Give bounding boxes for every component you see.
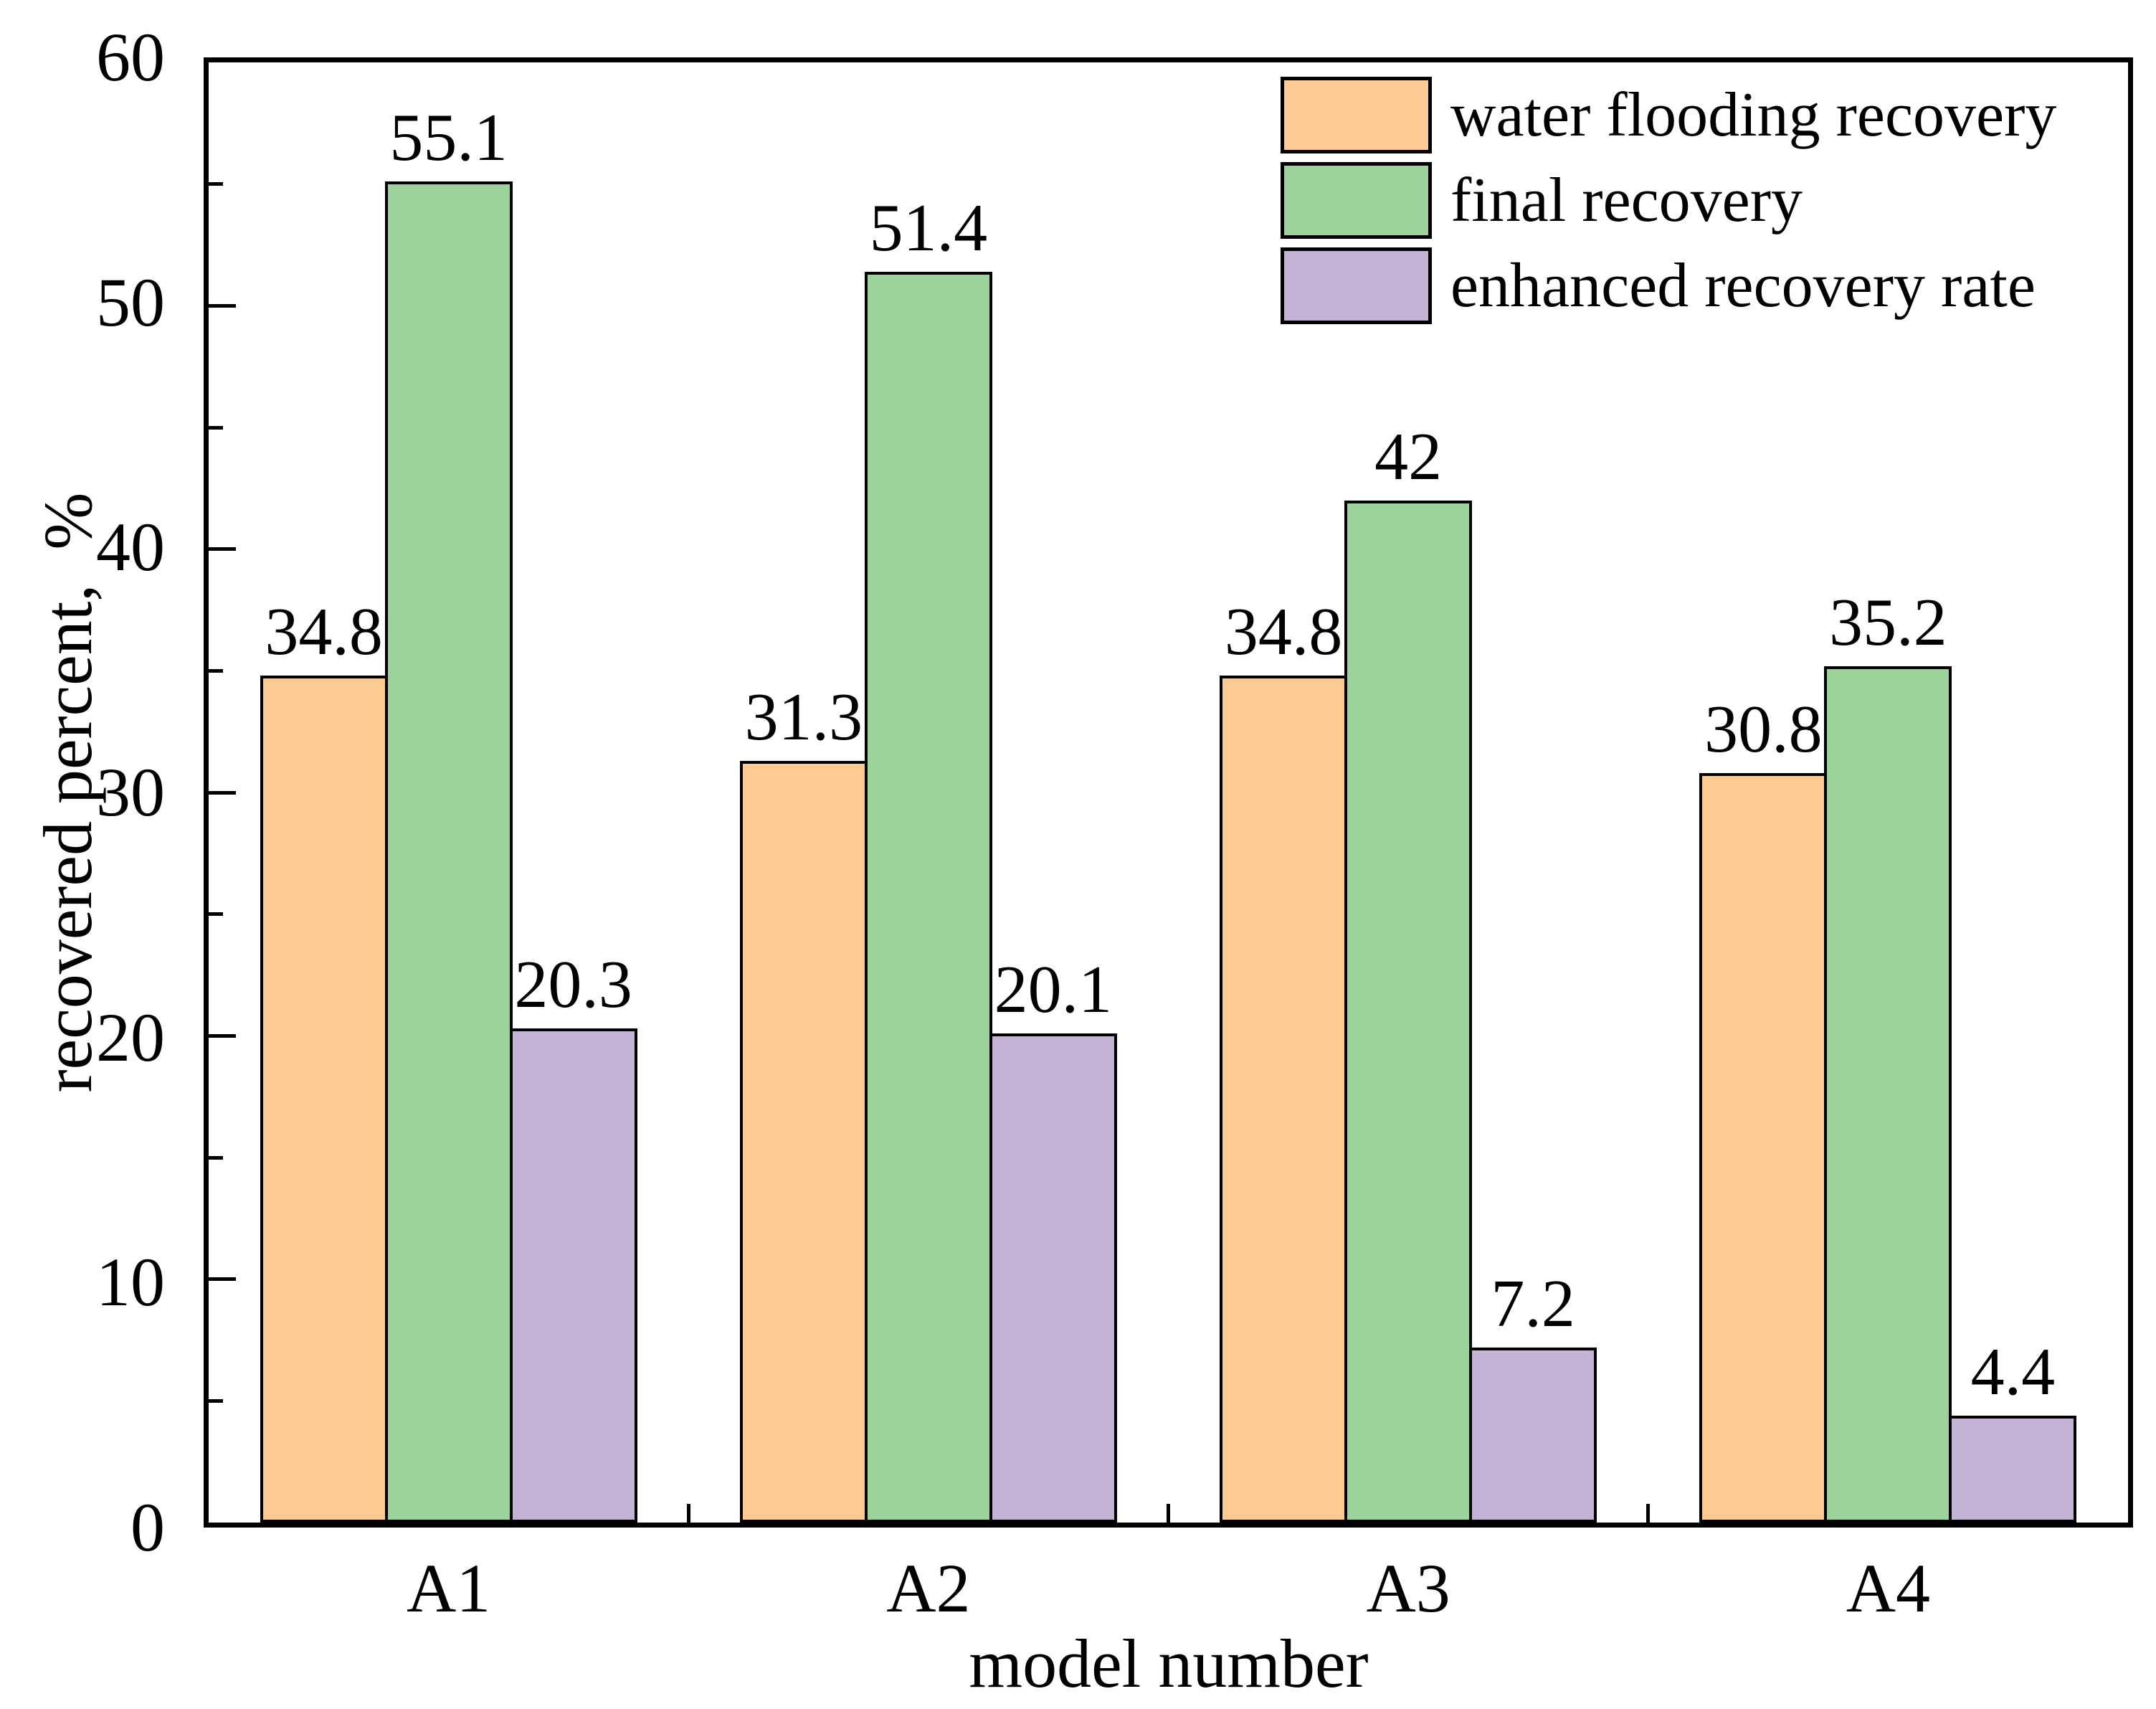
bar-a4-series2: [1824, 666, 1952, 1523]
y-major-tick: [209, 547, 236, 551]
legend-swatch: [1281, 77, 1432, 153]
y-tick-label: 10: [96, 1244, 165, 1321]
bar-a3-series2: [1344, 500, 1473, 1523]
bar-a2-series3: [989, 1033, 1117, 1523]
y-minor-tick: [209, 425, 223, 430]
plot-area: 34.8 55.1 20.3 31.3 51.4 20.1 34.8 42 7.2 30.8 35.…: [204, 57, 2133, 1528]
bar-a2-series1: [739, 760, 868, 1523]
y-major-tick: [209, 303, 236, 308]
legend-swatch: [1281, 247, 1432, 324]
y-major-tick: [209, 1277, 236, 1282]
x-boundary-tick: [1167, 1504, 1170, 1523]
bar-value-label: 20.1: [994, 952, 1113, 1027]
legend-item: final recovery: [1281, 162, 2056, 239]
y-tick-label: 20: [96, 998, 165, 1076]
bar-a1-series1: [260, 676, 388, 1523]
y-minor-tick: [209, 1155, 223, 1160]
bar-value-label: 34.8: [1224, 595, 1343, 670]
x-category-label: A3: [1366, 1550, 1450, 1627]
bar-a3-series1: [1220, 676, 1348, 1523]
bar-value-label: 42: [1374, 419, 1443, 494]
bar-a1-series3: [509, 1028, 637, 1523]
y-tick-label: 60: [96, 19, 165, 95]
bar-value-label: 31.3: [744, 679, 863, 754]
bar-a4-series3: [1949, 1415, 2077, 1523]
y-minor-tick: [209, 1398, 223, 1403]
x-axis-title: model number: [969, 1625, 1369, 1702]
y-minor-tick: [209, 912, 223, 917]
legend-item: enhanced recovery rate: [1281, 247, 2056, 324]
bar-value-label: 30.8: [1704, 691, 1823, 767]
y-major-tick: [209, 1033, 236, 1038]
y-minor-tick: [209, 182, 223, 186]
bar-value-label: 55.1: [389, 100, 508, 176]
y-tick-label: 30: [96, 754, 165, 830]
bar-a3-series3: [1469, 1347, 1597, 1523]
bar-a4-series1: [1699, 772, 1828, 1523]
bar-a2-series2: [864, 271, 992, 1523]
legend-label: water flooding recovery: [1450, 80, 2057, 150]
x-category-label: A4: [1846, 1550, 1931, 1627]
bar-value-label: 7.2: [1491, 1266, 1575, 1341]
legend: water flooding recovery final recovery enh…: [1281, 77, 2056, 333]
legend-label: final recovery: [1450, 165, 1803, 235]
x-category-label: A2: [886, 1550, 971, 1627]
y-minor-tick: [209, 668, 223, 673]
bar-value-label: 35.2: [1829, 584, 1947, 660]
x-category-label: A1: [406, 1550, 491, 1627]
bar-value-label: 20.3: [514, 947, 632, 1023]
y-tick-label: 50: [96, 263, 165, 341]
y-major-tick: [209, 790, 236, 795]
x-boundary-tick: [1646, 1504, 1651, 1523]
y-tick-label: 40: [96, 508, 165, 586]
y-tick-label: 0: [130, 1489, 165, 1566]
y-axis-title: recovered percent, %: [29, 492, 106, 1093]
bar-a1-series2: [384, 181, 513, 1523]
bar-value-label: 4.4: [1970, 1334, 2056, 1409]
legend-label: enhanced recovery rate: [1450, 250, 2036, 321]
bar-value-label: 34.8: [265, 595, 383, 670]
bar-value-label: 51.4: [869, 190, 988, 265]
x-boundary-tick: [686, 1504, 690, 1523]
legend-swatch: [1281, 162, 1432, 239]
legend-item: water flooding recovery: [1281, 77, 2056, 153]
